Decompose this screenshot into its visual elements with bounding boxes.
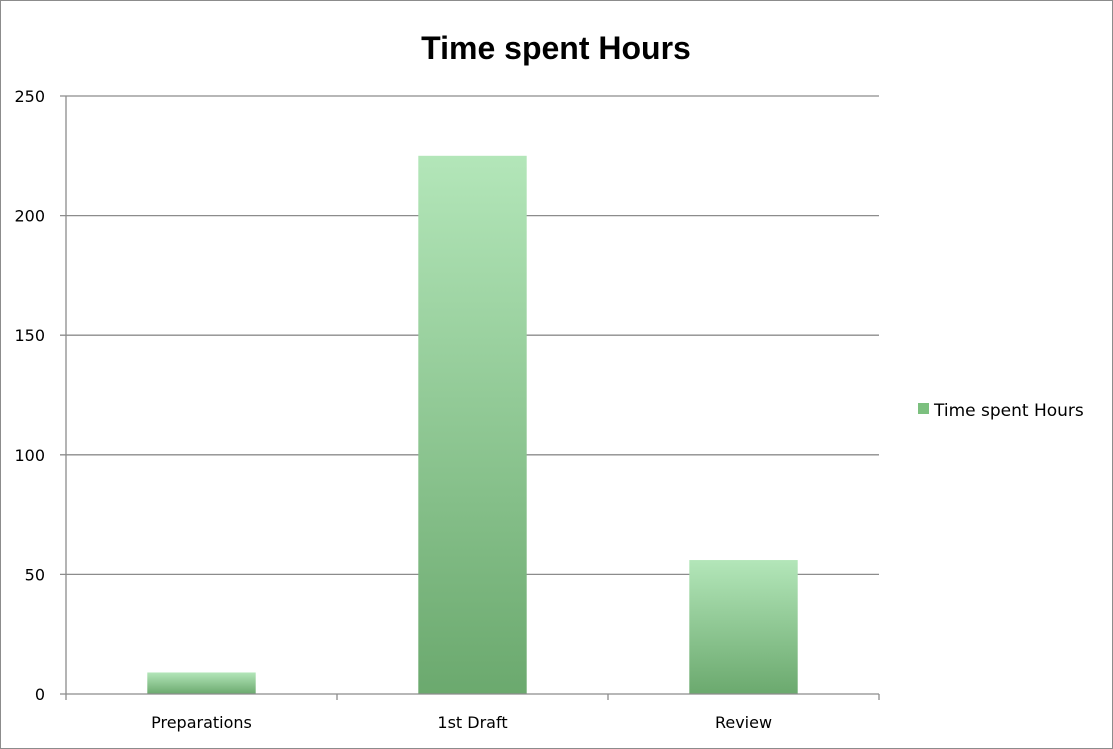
- y-tick-label: 150: [14, 326, 45, 345]
- x-tick-label: Preparations: [151, 713, 252, 732]
- y-tick-label: 100: [14, 446, 45, 465]
- legend: Time spent Hours: [918, 401, 1084, 421]
- legend-label: Time spent Hours: [933, 401, 1084, 421]
- y-tick-label: 50: [25, 565, 45, 584]
- x-tick-label: Review: [715, 713, 772, 732]
- legend-swatch: [918, 403, 929, 414]
- axes: [60, 96, 880, 700]
- x-tick-labels: Preparations 1st Draft Review: [151, 713, 772, 732]
- bar-1st-draft: [418, 155, 527, 695]
- y-tick-label: 200: [14, 207, 45, 226]
- bar-preparations: [147, 672, 256, 694]
- chart-title: Time spent Hours: [421, 30, 691, 66]
- bars: [147, 155, 798, 695]
- y-tick-labels: 0 50 100 150 200 250: [14, 87, 45, 704]
- y-tick-label: 250: [14, 87, 45, 106]
- bar-review: [689, 560, 798, 694]
- y-tick-label: 0: [35, 685, 45, 704]
- x-tick-label: 1st Draft: [437, 713, 507, 732]
